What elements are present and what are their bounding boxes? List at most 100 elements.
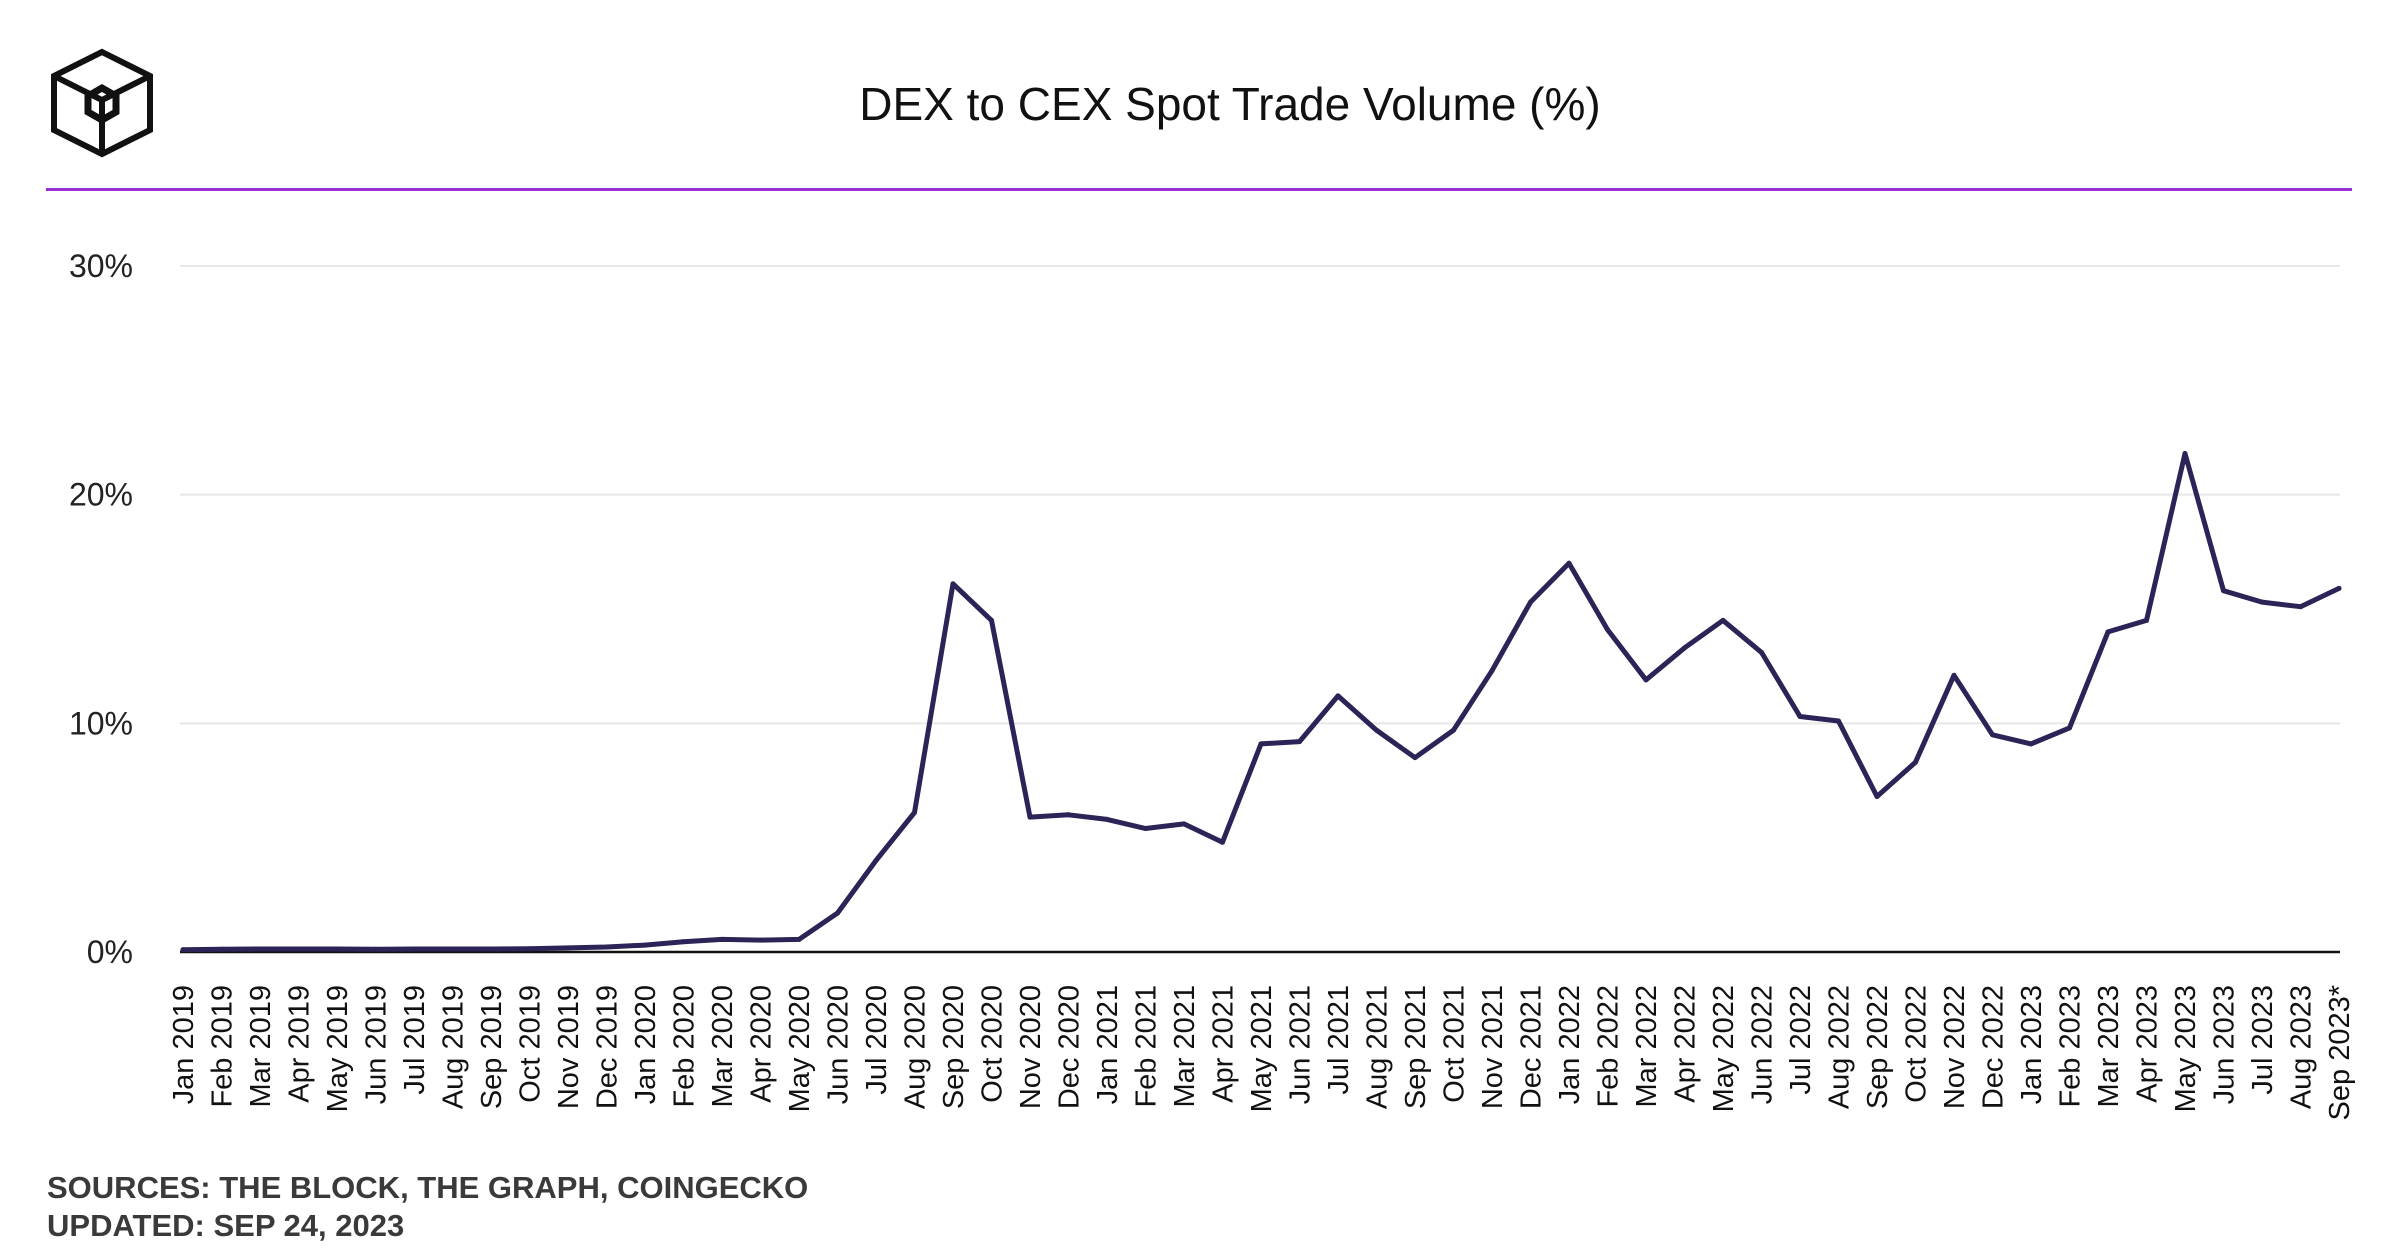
data-point xyxy=(1374,727,1379,733)
data-point xyxy=(1027,814,1033,820)
x-tick-label: Jun 2022 xyxy=(1747,985,1779,1104)
data-point xyxy=(373,946,378,952)
x-tick-label: Aug 2019 xyxy=(438,985,470,1109)
x-tick-label: Jul 2022 xyxy=(1785,985,1817,1095)
data-point xyxy=(2182,451,2188,457)
data-point xyxy=(642,942,648,948)
x-tick-label: May 2023 xyxy=(2170,985,2202,1112)
y-axis-ticks: 0% 10% 20% 30% xyxy=(69,248,133,970)
y-tick-label: 0% xyxy=(87,934,133,970)
data-point xyxy=(334,946,340,952)
data-point xyxy=(1759,649,1764,655)
header-divider xyxy=(46,188,2352,191)
x-tick-label: Jun 2023 xyxy=(2209,985,2241,1104)
data-point xyxy=(1489,668,1495,674)
x-tick-label: Apr 2022 xyxy=(1670,985,1702,1103)
data-point xyxy=(1104,816,1110,822)
data-point xyxy=(1258,741,1264,747)
x-tick-label: Aug 2020 xyxy=(900,985,932,1109)
x-tick-label: Jun 2019 xyxy=(361,985,393,1104)
data-point xyxy=(989,617,994,623)
x-tick-label: Jan 2022 xyxy=(1554,985,1586,1104)
data-point xyxy=(604,944,609,950)
x-tick-label: Mar 2023 xyxy=(2093,985,2125,1108)
x-tick-label: Apr 2019 xyxy=(284,985,316,1103)
x-tick-label: Oct 2021 xyxy=(1439,985,1471,1103)
x-tick-label: Jan 2021 xyxy=(1092,985,1124,1104)
data-point xyxy=(2067,725,2072,731)
chart-title: DEX to CEX Spot Trade Volume (%) xyxy=(859,78,1600,130)
data-point xyxy=(2221,588,2226,594)
x-tick-label: Sep 2022 xyxy=(1862,985,1894,1109)
updated-note: UPDATED: SEP 24, 2023 xyxy=(47,1208,404,1243)
data-point xyxy=(180,947,186,953)
y-tick-label: 10% xyxy=(69,705,133,741)
x-tick-label: Jan 2023 xyxy=(2016,985,2048,1104)
data-point xyxy=(1874,794,1880,800)
data-point xyxy=(1451,727,1456,733)
data-point xyxy=(1951,672,1957,678)
x-tick-label: Nov 2021 xyxy=(1477,985,1509,1109)
data-point xyxy=(1220,839,1225,845)
x-tick-label: Dec 2020 xyxy=(1054,985,1086,1109)
x-tick-label: Sep 2019 xyxy=(476,985,508,1109)
x-tick-label: Mar 2019 xyxy=(245,985,277,1108)
data-point xyxy=(1643,677,1649,683)
x-tick-label: Jun 2020 xyxy=(823,985,855,1104)
data-point xyxy=(565,945,571,951)
data-point xyxy=(835,910,840,916)
x-tick-label: Aug 2021 xyxy=(1362,985,1394,1109)
x-tick-label: Jun 2021 xyxy=(1285,985,1317,1104)
data-point xyxy=(950,581,956,587)
x-tick-label: Oct 2019 xyxy=(515,985,547,1103)
data-point xyxy=(219,946,224,952)
x-tick-label: May 2020 xyxy=(784,985,816,1112)
data-point xyxy=(2028,741,2034,747)
data-point xyxy=(1412,755,1418,761)
x-tick-label: Dec 2019 xyxy=(592,985,624,1109)
data-point xyxy=(912,810,917,816)
x-tick-label: Jul 2023 xyxy=(2247,985,2279,1095)
x-tick-label: May 2022 xyxy=(1708,985,1740,1112)
y-tick-label: 30% xyxy=(69,248,133,284)
data-point xyxy=(527,946,532,952)
x-tick-label: Jul 2021 xyxy=(1323,985,1355,1095)
data-point xyxy=(719,936,725,942)
data-point xyxy=(2259,599,2265,605)
data-point xyxy=(257,946,263,952)
data-point xyxy=(1143,826,1148,832)
data-point xyxy=(411,946,417,952)
data-point xyxy=(488,946,494,952)
data-point xyxy=(296,946,301,952)
x-tick-label: Feb 2021 xyxy=(1131,985,1163,1108)
x-tick-label: Oct 2022 xyxy=(1901,985,1933,1103)
x-tick-label: Dec 2022 xyxy=(1978,985,2010,1109)
x-tick-label: Aug 2022 xyxy=(1824,985,1856,1109)
x-tick-label: Jan 2020 xyxy=(630,985,662,1104)
data-point xyxy=(1297,739,1302,745)
x-tick-label: Mar 2020 xyxy=(707,985,739,1108)
x-tick-label: Dec 2021 xyxy=(1516,985,1548,1109)
x-tick-label: Apr 2020 xyxy=(746,985,778,1103)
data-point xyxy=(1913,759,1918,765)
y-tick-label: 20% xyxy=(69,477,133,513)
x-tick-label: Mar 2022 xyxy=(1631,985,1663,1108)
data-point xyxy=(450,946,455,952)
x-tick-label: Sep 2020 xyxy=(938,985,970,1109)
data-point xyxy=(1181,821,1187,827)
data-point xyxy=(1605,627,1610,633)
data-point xyxy=(1720,617,1726,623)
x-tick-label: Feb 2022 xyxy=(1593,985,1625,1108)
x-tick-label: Sep 2021 xyxy=(1400,985,1432,1109)
x-tick-label: Nov 2022 xyxy=(1939,985,1971,1109)
x-tick-label: Nov 2019 xyxy=(553,985,585,1109)
x-tick-label: Jul 2019 xyxy=(399,985,431,1095)
x-tick-label: Aug 2023 xyxy=(2286,985,2318,1109)
data-point xyxy=(1528,599,1533,605)
data-point xyxy=(758,937,763,943)
x-tick-label: Mar 2021 xyxy=(1169,985,1201,1108)
x-tick-label: Jan 2019 xyxy=(168,985,200,1104)
data-point xyxy=(2105,629,2111,635)
sources-note: SOURCES: THE BLOCK, THE GRAPH, COINGECKO xyxy=(47,1170,808,1205)
